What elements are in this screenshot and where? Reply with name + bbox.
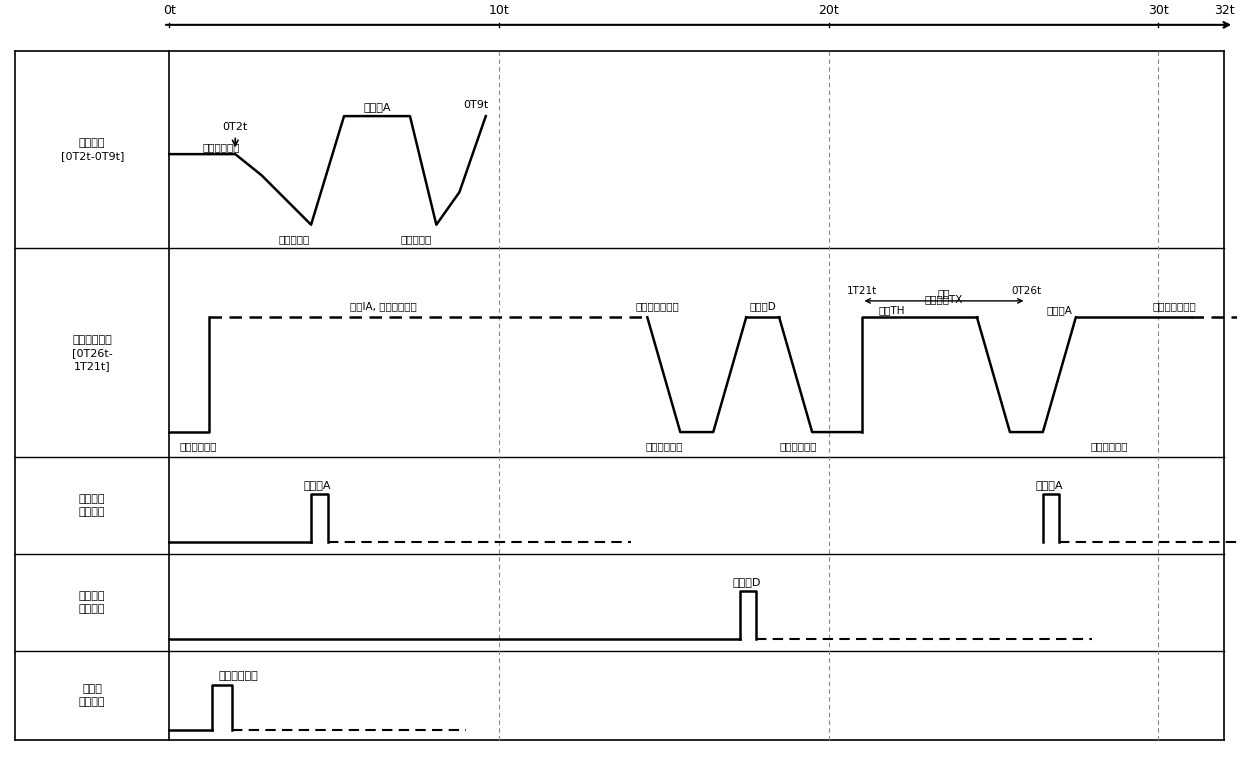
Text: 进管架
联动动作: 进管架 联动动作 (79, 684, 105, 707)
Text: 到位置D: 到位置D (749, 302, 776, 312)
Text: 取待混反应管: 取待混反应管 (1090, 441, 1127, 451)
Text: 稍有TH: 稍有TH (878, 305, 904, 315)
Text: 到位置D: 到位置D (732, 577, 760, 587)
Text: 外反应盘
联动动作: 外反应盘 联动动作 (79, 494, 105, 517)
Text: 到位置A: 到位置A (1047, 305, 1073, 315)
Text: 到进管混匀孔位: 到进管混匀孔位 (1153, 302, 1197, 312)
Text: 进管线程
[0T2t-0T9t]: 进管线程 [0T2t-0T9t] (61, 138, 124, 161)
Text: 0t: 0t (162, 5, 176, 17)
Text: 0T9t: 0T9t (464, 100, 489, 110)
Text: 取空反应管: 取空反应管 (279, 233, 310, 243)
Text: 30t: 30t (1148, 5, 1168, 17)
Text: 20t: 20t (818, 5, 839, 17)
Text: 放空反应管: 放空反应管 (401, 233, 433, 243)
Text: 空余时间TX: 空余时间TX (925, 294, 963, 304)
Text: 到进管混匀孔位: 到进管混匀孔位 (635, 302, 680, 312)
Text: 1T21t: 1T21t (847, 287, 877, 296)
Text: 放待混反应管: 放待混反应管 (180, 441, 217, 451)
Text: 线程: 线程 (937, 288, 950, 298)
Text: 到位置A: 到位置A (363, 102, 391, 112)
Text: 到取空管位置: 到取空管位置 (218, 671, 258, 681)
Text: 10t: 10t (489, 5, 510, 17)
Text: 到位置A: 到位置A (304, 481, 331, 490)
Text: 到位置A: 到位置A (1035, 481, 1063, 490)
Text: 放已混反应管: 放已混反应管 (779, 441, 817, 451)
Text: 0T2t: 0T2t (223, 122, 248, 132)
Text: 32t: 32t (1214, 5, 1235, 17)
Text: 混匀IA, 进入进管线程: 混匀IA, 进入进管线程 (350, 302, 417, 312)
Text: 取已混反应管: 取已混反应管 (645, 441, 682, 451)
Text: 0T26t: 0T26t (1012, 287, 1042, 296)
Text: 进管混匀线程
[0T26t-
1T21t]: 进管混匀线程 [0T26t- 1T21t] (72, 334, 113, 371)
Text: 到取空管位置: 到取空管位置 (202, 142, 239, 152)
Text: 内反应盘
联动动作: 内反应盘 联动动作 (79, 590, 105, 614)
